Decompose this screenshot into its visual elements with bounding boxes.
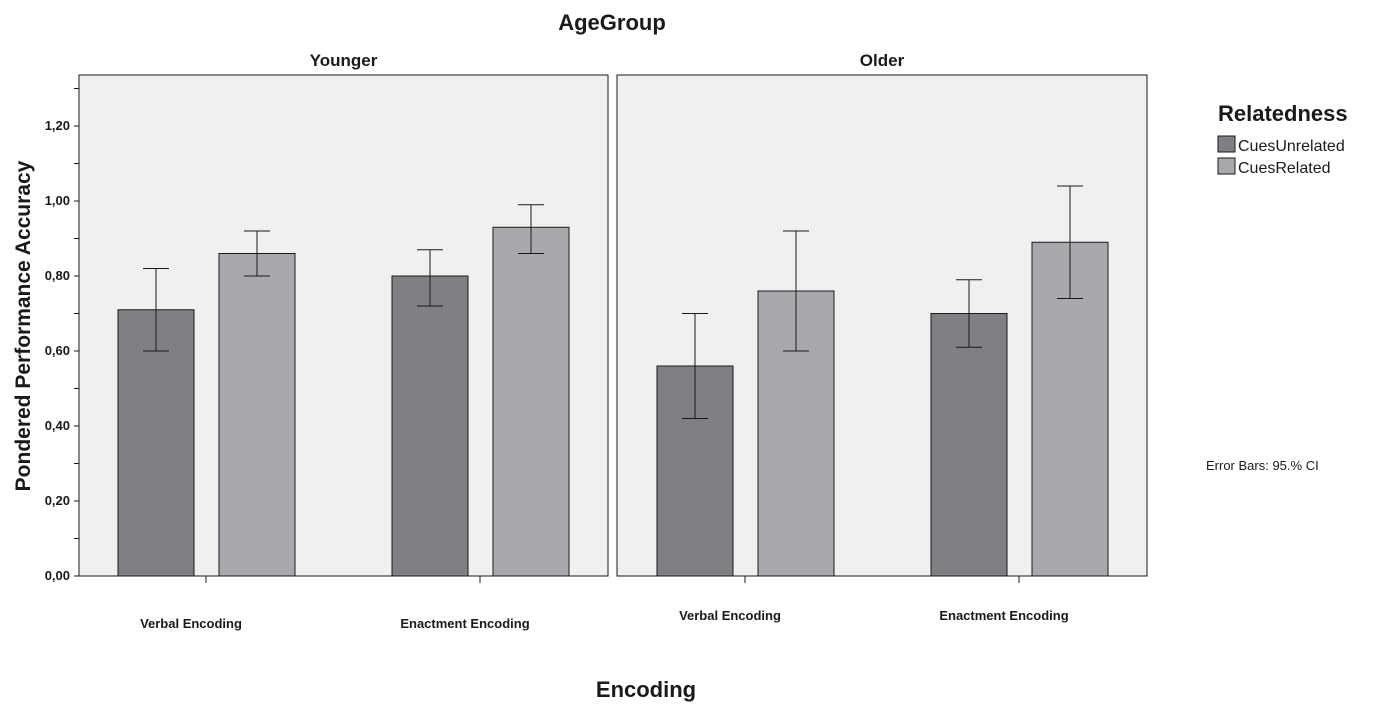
- bar: [391, 275, 469, 577]
- plot-area: 0,00 0,20 0,40 0,60 0,80 1,00 1,20 Younger Verba…: [45, 51, 1148, 631]
- y-tick-label: 1,00: [45, 193, 70, 208]
- y-tick-label: 0,40: [45, 418, 70, 433]
- legend-label-related: CuesRelated: [1238, 160, 1331, 177]
- chart-title: AgeGroup: [558, 10, 666, 35]
- panel-title: Younger: [310, 51, 378, 70]
- bar: [492, 226, 570, 577]
- x-tick-label: Verbal Encoding: [679, 608, 781, 623]
- panel-title: Older: [860, 51, 905, 70]
- y-tick-label: 0,20: [45, 493, 70, 508]
- y-tick-label: 0,80: [45, 268, 70, 283]
- legend: Relatedness CuesUnrelated CuesRelated: [1217, 101, 1348, 177]
- error-bars-note: Error Bars: 95.% CI: [1206, 458, 1319, 473]
- x-tick-label: Enactment Encoding: [939, 608, 1068, 623]
- y-tick-label: 0,60: [45, 343, 70, 358]
- bar: [930, 313, 1008, 577]
- y-tick-label: 1,20: [45, 118, 70, 133]
- x-tick-label: Enactment Encoding: [400, 616, 529, 631]
- y-axis-title: Pondered Performance Accuracy: [12, 160, 35, 491]
- x-tick-label: Verbal Encoding: [140, 616, 242, 631]
- legend-title: Relatedness: [1218, 101, 1348, 126]
- y-tick-label: 0,00: [45, 568, 70, 583]
- legend-label-unrelated: CuesUnrelated: [1238, 138, 1345, 155]
- bar: [218, 253, 296, 577]
- bar: [117, 309, 195, 577]
- legend-swatch-related: [1217, 157, 1236, 175]
- x-axis-title: Encoding: [596, 677, 696, 702]
- legend-swatch-unrelated: [1217, 135, 1236, 153]
